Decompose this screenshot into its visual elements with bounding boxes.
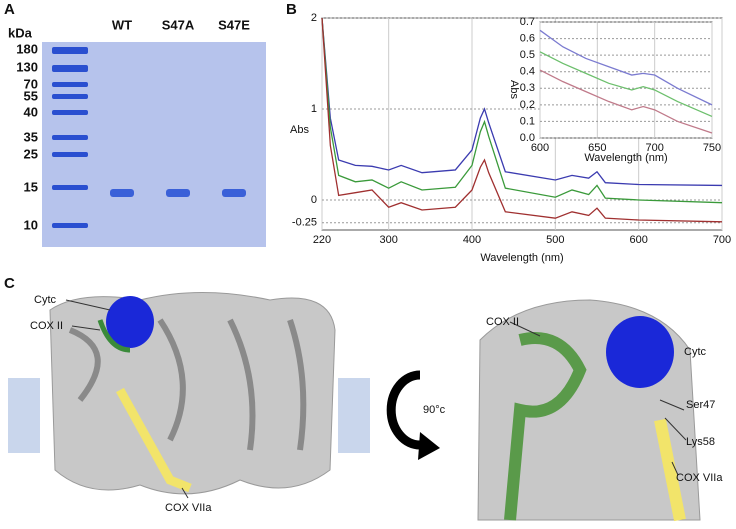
y-tick-label: 0.3 xyxy=(520,82,535,94)
ladder-band xyxy=(52,65,88,72)
leader xyxy=(671,461,679,476)
cox2 xyxy=(504,332,587,521)
x-tick-label: 500 xyxy=(546,234,564,246)
cytc xyxy=(106,296,154,348)
x-axis-label: Wavelength (nm) xyxy=(584,152,667,164)
label: COX VIIa xyxy=(165,502,212,514)
rotation: 90°c xyxy=(386,370,446,460)
series-line xyxy=(539,51,713,118)
marker-label: 130 xyxy=(16,59,38,74)
cytc xyxy=(606,316,674,388)
helices xyxy=(68,318,307,451)
leader xyxy=(71,325,101,331)
label: Cytc xyxy=(684,346,707,358)
cox2 xyxy=(97,319,131,353)
arrowhead xyxy=(418,432,440,460)
marker-label: 180 xyxy=(16,41,38,56)
label: COX VIIa xyxy=(676,472,723,484)
x-axis-label: Wavelength (nm) xyxy=(480,252,563,264)
series-line xyxy=(321,17,723,223)
marker-label: 15 xyxy=(24,179,38,194)
label: Cytc xyxy=(34,294,57,306)
plot-frame xyxy=(539,21,713,139)
arrow xyxy=(386,370,421,450)
leader xyxy=(664,417,687,441)
y-tick-label: 0.0 xyxy=(520,132,535,144)
marker-label: 55 xyxy=(24,88,38,103)
ladder-band xyxy=(52,135,88,140)
panel-label: A xyxy=(4,1,15,18)
y-tick-label: 2 xyxy=(311,12,317,24)
leader xyxy=(659,399,685,411)
marker-label: 10 xyxy=(24,217,38,232)
ladder-band xyxy=(52,152,88,157)
y-tick-label: 0.4 xyxy=(520,66,535,78)
series-line xyxy=(321,17,723,204)
ladder-band xyxy=(52,47,88,54)
inset: 600 650 700 750 0.0 0.1 0.2 0.3 0.4 0.5 0.6 0.7 Wave… xyxy=(508,16,721,164)
leader xyxy=(65,299,111,311)
x-tick-label: 600 xyxy=(531,142,549,154)
label: COX II xyxy=(30,320,63,332)
label: Lys58 xyxy=(686,436,715,448)
membrane xyxy=(8,378,40,453)
ladder-band xyxy=(52,110,88,115)
marker-label: 70 xyxy=(24,76,38,91)
x-tick-label: 700 xyxy=(645,142,663,154)
x-tick-label: 700 xyxy=(713,234,731,246)
x-tick-label: 650 xyxy=(588,142,606,154)
gel xyxy=(42,42,266,247)
cox7a xyxy=(116,387,192,493)
leader xyxy=(181,487,189,499)
x-tick-label: 600 xyxy=(629,234,647,246)
series-line xyxy=(539,29,713,106)
y-tick-label: 0.2 xyxy=(520,99,535,111)
label: Ser47 xyxy=(686,399,715,411)
sample-band xyxy=(166,189,190,197)
ladder-band xyxy=(52,185,88,190)
sample-band xyxy=(222,189,246,197)
marker-label: 25 xyxy=(24,146,38,161)
y-tick-label: 1 xyxy=(311,103,317,115)
series-line xyxy=(321,17,723,187)
structure-right: COX II Cytc Ser47 Lys58 COX VIIa xyxy=(477,299,723,522)
lane-label: S47E xyxy=(218,17,250,32)
ladder-band xyxy=(52,82,88,87)
panel-label: C xyxy=(4,275,15,292)
y-tick-label: -0.25 xyxy=(292,217,317,229)
sample-band xyxy=(110,189,134,197)
membrane xyxy=(338,378,370,453)
lane-label: WT xyxy=(112,17,132,32)
label: COX II xyxy=(486,316,519,328)
lane-label: S47A xyxy=(162,17,195,32)
x-tick-label: 400 xyxy=(463,234,481,246)
x-tick-label: 220 xyxy=(313,234,331,246)
y-tick-label: 0 xyxy=(311,194,317,206)
unit-label: kDa xyxy=(8,25,33,40)
y-tick-label: 0.5 xyxy=(520,49,535,61)
panel-label: B xyxy=(286,1,297,18)
spectra-chart: 220 300 400 500 600 700 -0.25 0 1 2 Wavelength (nm… xyxy=(290,12,731,264)
y-axis-label: Abs xyxy=(290,124,309,136)
x-tick-label: 300 xyxy=(379,234,397,246)
y-axis-label: Abs xyxy=(508,80,520,99)
ladder-band xyxy=(52,94,88,99)
structure-left: Cytc COX II COX VIIa xyxy=(8,292,370,514)
x-tick-label: 750 xyxy=(703,142,721,154)
y-tick-label: 0.6 xyxy=(520,32,535,44)
y-tick-label: 0.1 xyxy=(520,115,535,127)
marker-label: 40 xyxy=(24,104,38,119)
cox7a xyxy=(654,418,686,522)
marker-label: 35 xyxy=(24,129,38,144)
leader xyxy=(509,321,541,337)
series-line xyxy=(539,69,713,134)
y-tick-label: 0.7 xyxy=(520,16,535,28)
ladder-band xyxy=(52,223,88,228)
rotation-label: 90°c xyxy=(423,404,446,416)
